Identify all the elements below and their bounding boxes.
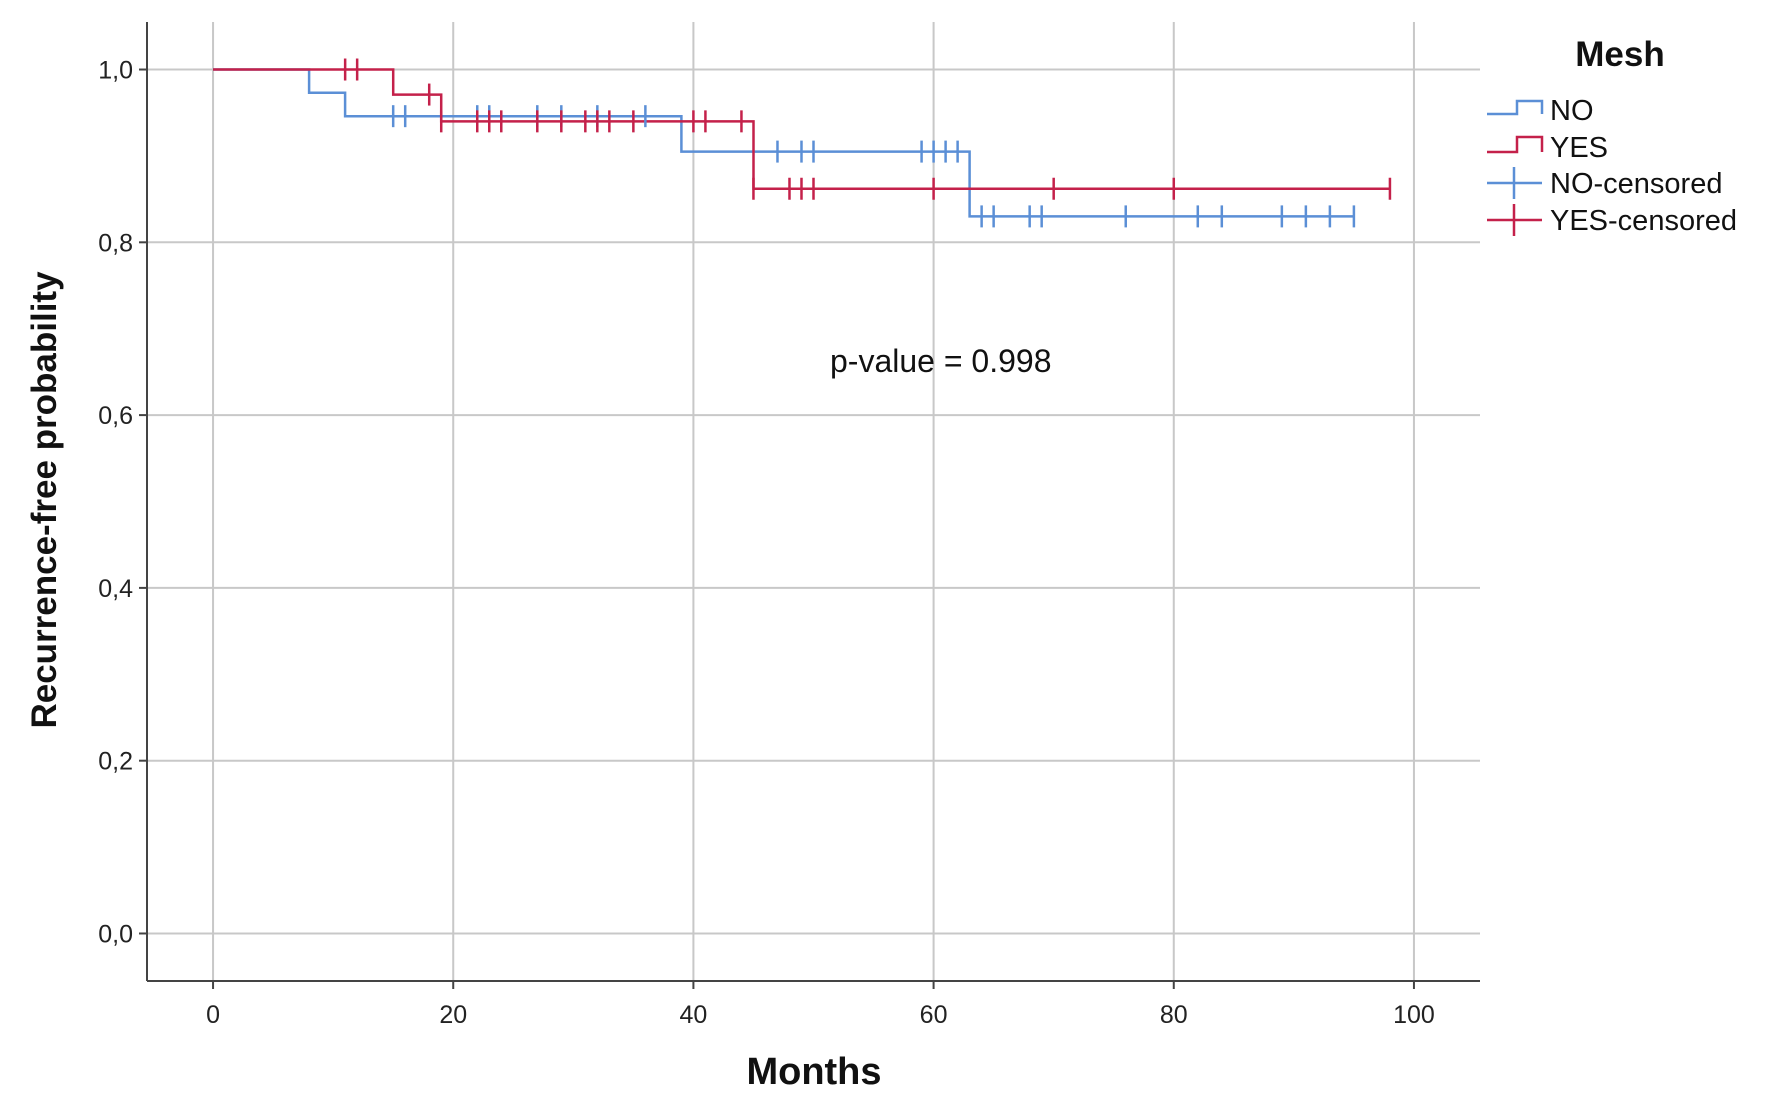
y-tick-label: 0,6 (98, 402, 133, 430)
axes (146, 22, 1480, 982)
legend-yes-label: YES (1550, 132, 1608, 164)
y-tick-label: 0,0 (98, 920, 133, 948)
y-axis-label: Recurrence-free probability (25, 271, 64, 729)
legend-yes-censored-label: YES-censored (1550, 205, 1737, 237)
curve-no (213, 68, 1354, 218)
curve-yes (213, 68, 1390, 190)
x-tick-label: 20 (439, 1001, 467, 1029)
grid (147, 22, 1480, 981)
p-value-annotation: p-value = 0.998 (830, 343, 1052, 379)
x-tick-label: 100 (1393, 1001, 1435, 1029)
x-tick-label: 0 (206, 1001, 220, 1029)
legend-no-label: NO (1550, 95, 1594, 127)
y-tick-label: 0,2 (98, 748, 133, 776)
legend: Mesh NO YES NO-censored YES-censored (1487, 35, 1737, 237)
y-tick-label: 1,0 (98, 57, 133, 85)
y-tick-label: 0,8 (98, 229, 133, 257)
x-axis-label: Months (746, 1051, 881, 1093)
x-tick-label: 60 (920, 1001, 948, 1029)
y-tick-label: 0,4 (98, 575, 133, 603)
legend-no-line-swatch (1487, 99, 1544, 116)
legend-title: Mesh (1575, 35, 1664, 74)
legend-yes-line-swatch (1487, 135, 1544, 154)
x-tick-label: 80 (1160, 1001, 1188, 1029)
survival-curves (213, 68, 1390, 218)
x-tick-label: 40 (680, 1001, 708, 1029)
tick-labels: 0 20 40 60 80 100 0,0 0,2 0,4 0,6 0,8 1,0 (98, 57, 1435, 1029)
legend-no-censored-label: NO-censored (1550, 168, 1722, 200)
censor-marks (343, 58, 1392, 228)
